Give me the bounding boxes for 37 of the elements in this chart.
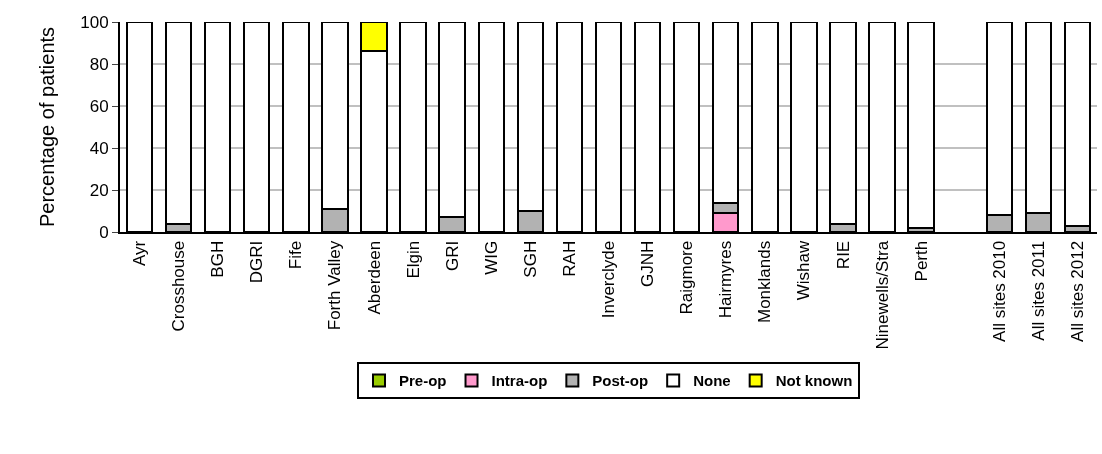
x-tick-label: Ninewells/Stra <box>872 240 892 350</box>
x-tick-label: BGH <box>208 240 228 278</box>
x-tick-label: All sites 2010 <box>989 240 1009 342</box>
x-tick-label: Raigmore <box>677 240 697 315</box>
y-tick-label: 0 <box>99 222 109 242</box>
x-tick-label: Fife <box>286 240 306 270</box>
legend-label: None <box>693 372 731 390</box>
x-tick-label: Inverclyde <box>599 240 619 319</box>
legend-label: Not known <box>775 372 853 390</box>
x-tick-label: Aberdeen <box>364 240 384 315</box>
x-tick-label: Wishaw <box>794 240 814 301</box>
x-tick-label: SGH <box>520 240 540 278</box>
y-tick-label: 20 <box>89 180 109 200</box>
y-tick-label: 80 <box>89 54 109 74</box>
x-tick-label: Crosshouse <box>169 240 189 332</box>
x-tick-label: WIG <box>481 240 501 275</box>
legend-label: Intra-op <box>491 372 548 390</box>
x-tick-label: GRI <box>442 240 462 272</box>
x-tick-label: Perth <box>911 240 931 282</box>
y-tick-label: 40 <box>89 138 109 158</box>
y-tick-label: 60 <box>89 96 109 116</box>
x-tick-label: Elgin <box>403 240 423 279</box>
x-tick-label: RIE <box>833 240 853 270</box>
y-tick-label: 100 <box>80 12 109 32</box>
x-tick-label: Monklands <box>755 240 775 324</box>
legend-label: Post-op <box>592 372 649 390</box>
x-tick-label: Hairmyres <box>716 240 736 319</box>
x-tick-label: All sites 2012 <box>1067 240 1087 342</box>
x-tick-label: Forth Valley <box>325 240 345 331</box>
bar <box>907 22 935 229</box>
x-tick-label: All sites 2011 <box>1028 240 1048 341</box>
legend-label: Pre-op <box>399 372 447 390</box>
x-tick-label: DGRI <box>247 240 267 284</box>
x-tick-label: Ayr <box>130 240 150 266</box>
x-tick-label: GJNH <box>638 240 658 288</box>
y-axis-title: Percentage of patients <box>36 26 59 228</box>
x-tick-label: RAH <box>559 240 579 277</box>
